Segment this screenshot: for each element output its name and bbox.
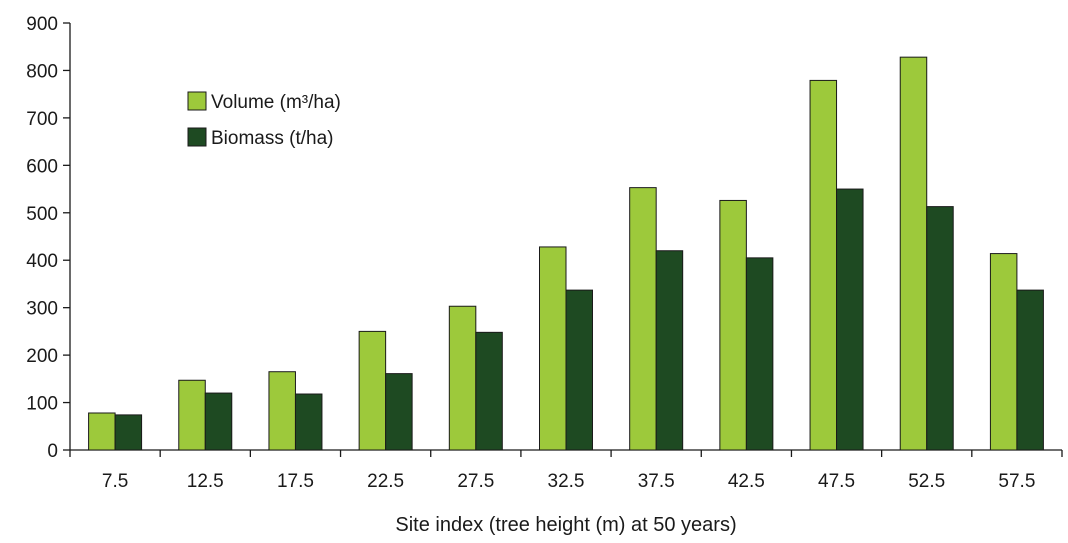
x-tick-label: 57.5	[998, 471, 1035, 492]
bar-biomass	[565, 289, 593, 451]
x-axis-title: Site index (tree height (m) at 50 years)	[395, 514, 736, 536]
y-tick-label: 0	[47, 441, 58, 462]
y-tick-label: 500	[26, 204, 58, 225]
bar-volume	[539, 246, 567, 451]
bar-volume	[629, 187, 657, 451]
bar-volume	[448, 305, 477, 451]
bar-biomass	[655, 250, 684, 451]
bar-volume	[88, 412, 116, 451]
x-tick-label: 17.5	[277, 471, 314, 492]
x-tick-label: 47.5	[818, 471, 855, 492]
bar-volume	[268, 371, 296, 451]
x-tick-label: 12.5	[187, 471, 224, 492]
bar-biomass	[385, 373, 413, 451]
y-axis: 0 100 200 300 400 500 600 700 800 900	[26, 14, 71, 462]
bar-volume	[358, 330, 387, 451]
x-tick-label: 7.5	[102, 471, 128, 492]
x-tick-label: 42.5	[728, 471, 765, 492]
legend-label: Volume (m³/ha)	[211, 92, 341, 113]
bar-biomass	[836, 188, 864, 451]
bar-biomass	[1016, 289, 1044, 451]
y-tick-label: 600	[26, 156, 58, 177]
y-tick-label: 800	[26, 61, 58, 82]
bar-volume	[989, 253, 1018, 451]
x-tick-label: 37.5	[638, 471, 675, 492]
bar-volume	[899, 56, 928, 451]
bar-biomass	[114, 414, 143, 451]
y-tick-label: 400	[26, 251, 58, 272]
y-tick-label: 300	[26, 299, 58, 320]
y-tick-label: 200	[26, 346, 58, 367]
bars	[88, 56, 1044, 451]
x-tick-label: 22.5	[367, 471, 404, 492]
legend: Volume (m³/ha) Biomass (t/ha)	[187, 91, 341, 149]
bar-volume	[178, 379, 206, 451]
bar-volume	[809, 79, 838, 451]
y-tick-label: 900	[26, 14, 58, 35]
bar-volume	[719, 199, 747, 451]
bar-biomass	[294, 393, 323, 451]
y-tick-label: 100	[26, 394, 58, 415]
x-axis: 7.5 12.5 17.5 22.5 27.5 32.5 37.5 42.5 47.5 52.5 5…	[69, 449, 1063, 492]
x-tick-label: 32.5	[548, 471, 585, 492]
y-tick-label: 700	[26, 109, 58, 130]
x-tick-label: 27.5	[457, 471, 494, 492]
legend-swatch	[187, 91, 207, 111]
bar-biomass	[204, 392, 233, 451]
legend-label: Biomass (t/ha)	[211, 128, 333, 149]
bar-biomass	[745, 257, 774, 451]
x-tick-label: 52.5	[908, 471, 945, 492]
legend-swatch	[187, 127, 207, 147]
bar-biomass	[475, 331, 503, 451]
bar-biomass	[926, 206, 954, 451]
